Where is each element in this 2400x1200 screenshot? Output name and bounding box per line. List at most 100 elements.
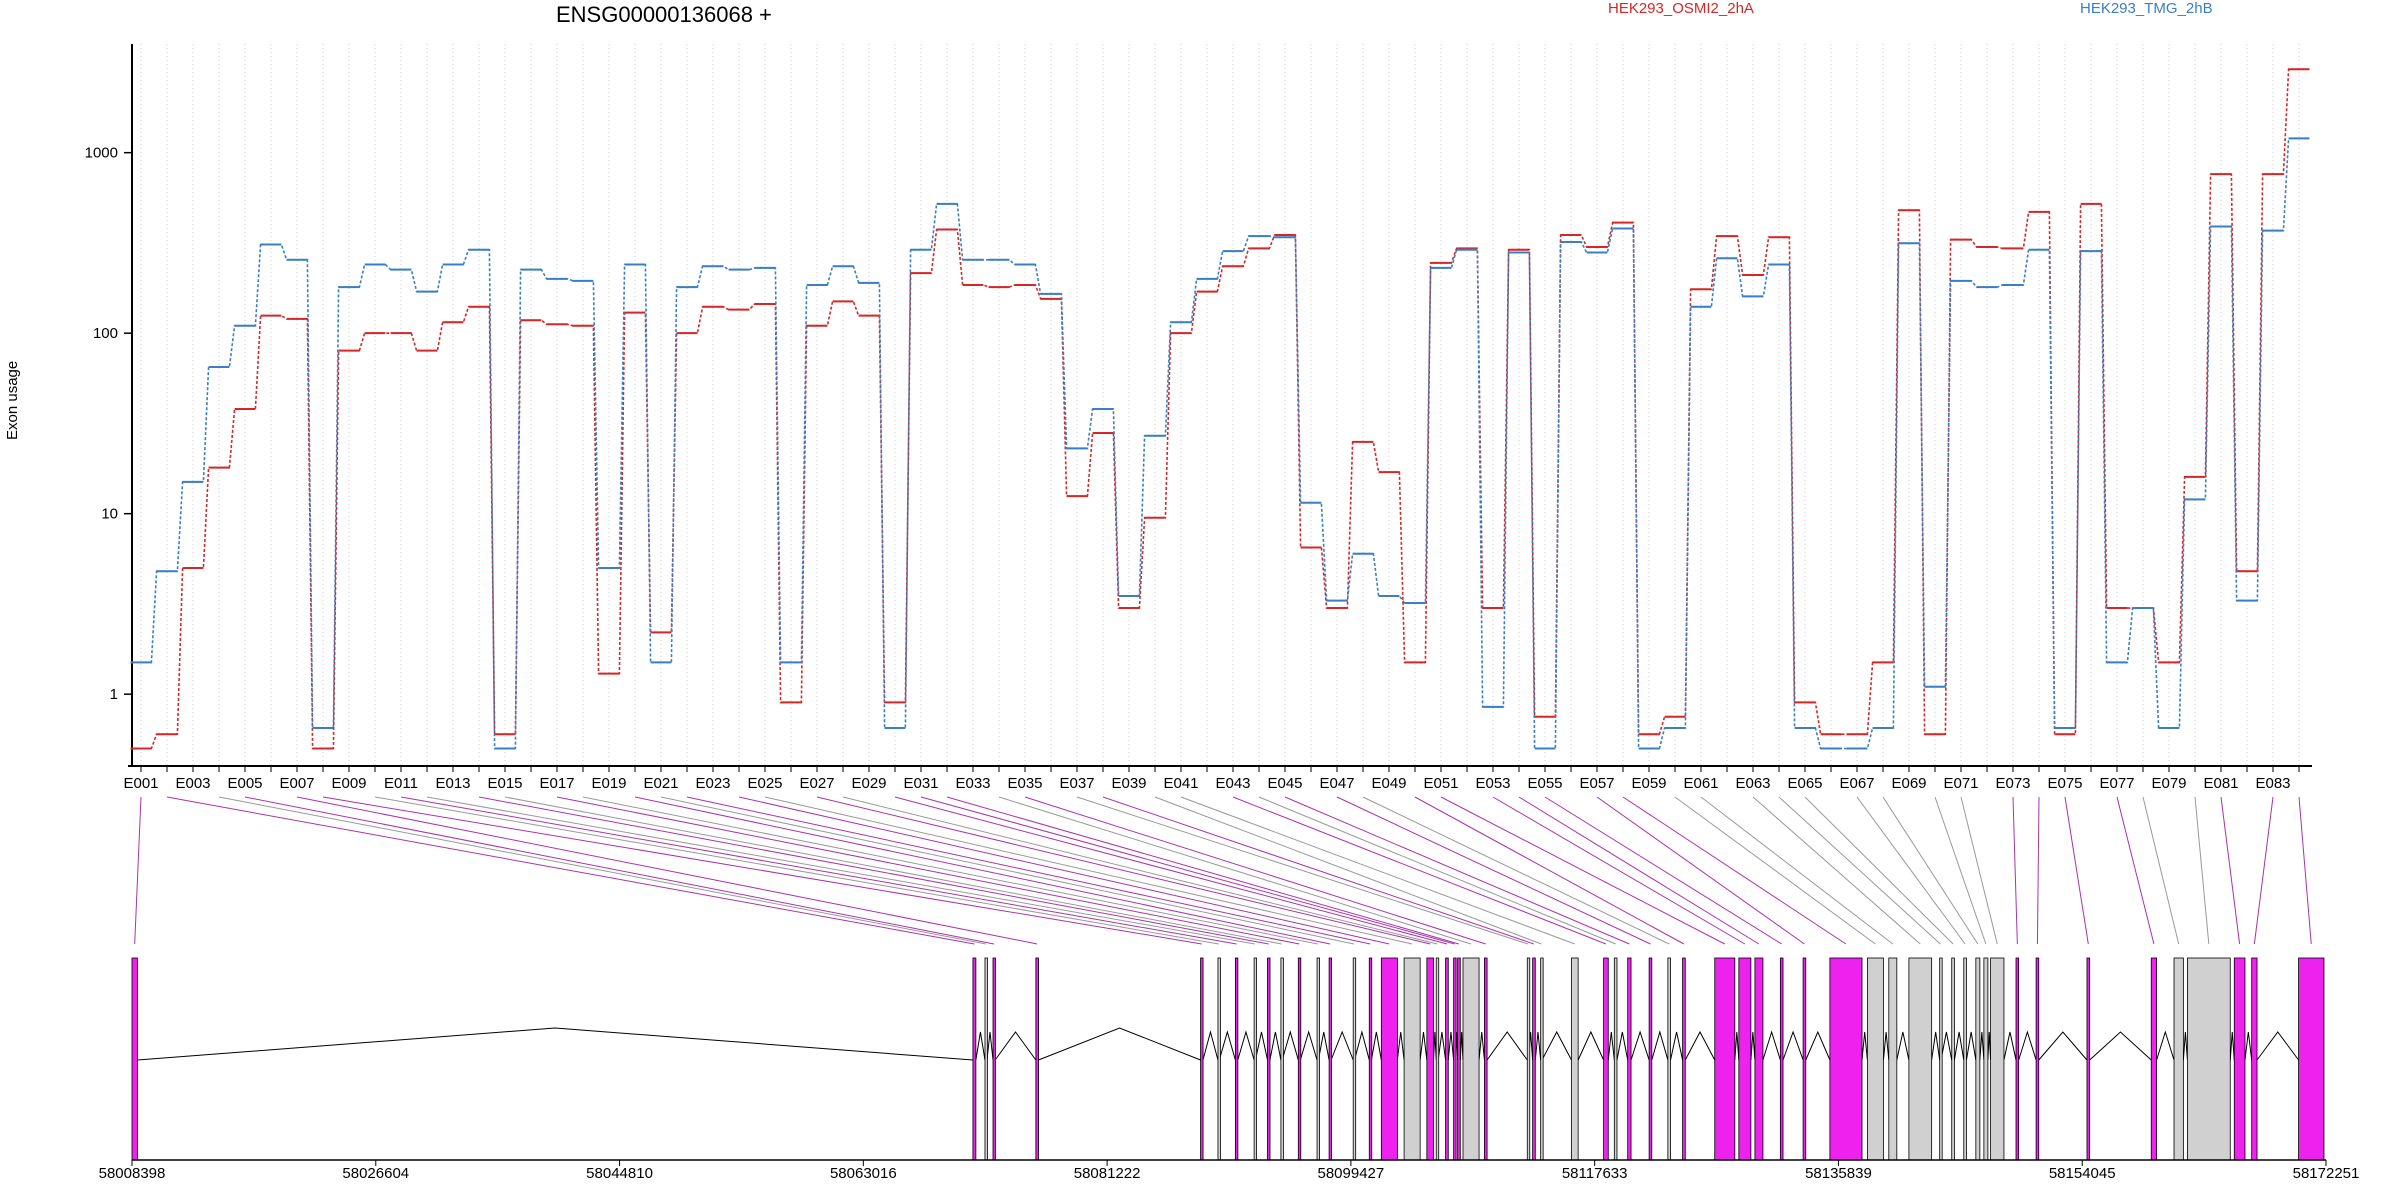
x-tick-label: E009: [331, 775, 366, 792]
x-tick-label: E025: [747, 775, 782, 792]
genomic-tick-label: 58026604: [342, 1165, 409, 1182]
intron-line: [975, 1031, 986, 1061]
exon-connector: [1232, 796, 1607, 945]
intron-line: [1616, 1031, 1629, 1061]
exon-connector: [1596, 796, 1805, 945]
x-tick-label: E027: [799, 775, 834, 792]
exon-connector: [998, 796, 1472, 945]
exon-connector: [1414, 796, 1685, 945]
intron-line: [1254, 1031, 1268, 1061]
intron-line: [1478, 1031, 1485, 1061]
intron-line: [1202, 1030, 1219, 1061]
intron-line: [2018, 1030, 2037, 1061]
exon-box: [1888, 957, 1898, 1161]
intron-line: [1447, 1031, 1455, 1061]
exon-box: [1316, 957, 1320, 1161]
exon-box: [1939, 957, 1943, 1161]
intron-line: [1486, 1031, 1528, 1061]
intron-line: [1931, 1031, 1941, 1061]
exon-connector: [946, 796, 1460, 945]
exon-box: [984, 957, 988, 1161]
exon-box: [1571, 957, 1579, 1161]
exon-box: [2086, 957, 2091, 1161]
exon-box: [131, 957, 138, 1161]
x-tick-label: E053: [1475, 775, 1510, 792]
x-tick-label: E039: [1111, 775, 1146, 792]
exon-box: [2035, 957, 2040, 1161]
genomic-tick-label: 58099427: [1318, 1165, 1385, 1182]
intron-line: [1541, 1030, 1572, 1061]
exon-connector: [166, 796, 975, 945]
intron-line: [2038, 1031, 2088, 1061]
exon-connector: [1518, 796, 1760, 945]
y-tick-label: 1: [110, 686, 118, 703]
exon-connector: [400, 796, 1237, 945]
genomic-tick-label: 58081222: [1074, 1165, 1141, 1182]
intron-line: [1218, 1030, 1236, 1061]
x-tick-label: E011: [384, 775, 418, 792]
x-tick-label: E021: [643, 775, 678, 792]
intron-line: [1762, 1030, 1781, 1061]
x-tick-label: E019: [591, 775, 626, 792]
exon-connector: [2012, 796, 2018, 945]
exon-box: [1328, 957, 1332, 1161]
exon-box: [1445, 957, 1449, 1161]
exon-box: [1540, 957, 1544, 1161]
exon-box: [1738, 957, 1752, 1161]
exon-connector: [634, 796, 1331, 945]
exon-connector: [322, 796, 1202, 945]
exon-box: [1648, 957, 1653, 1161]
intron-line: [1940, 1031, 1953, 1061]
genomic-tick-label: 58008398: [99, 1165, 166, 1182]
exon-connector: [686, 796, 1371, 945]
intron-line: [1419, 1031, 1428, 1061]
exon-box: [1754, 957, 1764, 1161]
intron-line: [1734, 1031, 1740, 1061]
exon-connector: [1258, 796, 1616, 945]
intron-line: [1317, 1031, 1330, 1061]
genomic-tick-label: 58154045: [2049, 1165, 2116, 1182]
x-tick-label: E057: [1579, 775, 1614, 792]
x-tick-label: E061: [1683, 775, 1718, 792]
x-tick-label: E051: [1423, 775, 1458, 792]
x-tick-label: E001: [123, 775, 158, 792]
x-tick-label: E003: [175, 775, 210, 792]
exon-connector: [296, 796, 1038, 945]
exon-connector: [1440, 796, 1726, 945]
exon-connector: [660, 796, 1354, 945]
series-line-2: [130, 137, 2310, 750]
x-tick-label: E067: [1839, 775, 1874, 792]
legend-series-2: HEK293_TMG_2hB: [2080, 0, 2213, 17]
exon-box: [1200, 957, 1204, 1161]
x-tick-label: E071: [1943, 775, 1978, 792]
genomic-tick-label: 58117633: [1562, 1165, 1628, 1182]
x-tick-label: E041: [1163, 775, 1198, 792]
exon-box: [1380, 957, 1398, 1161]
x-tick-label: E017: [539, 775, 574, 792]
exon-connector: [2142, 796, 2180, 945]
exon-connector: [478, 796, 1269, 945]
exon-connector: [1622, 796, 1847, 945]
exon-box: [1253, 957, 1258, 1161]
x-tick-label: E063: [1735, 775, 1770, 792]
intron-line: [1805, 1030, 1831, 1061]
intron-line: [1861, 1031, 1868, 1061]
exon-connector: [2253, 796, 2274, 945]
exon-box: [1990, 957, 2005, 1161]
exon-connector: [1856, 796, 1966, 945]
intron-line: [1987, 1031, 1992, 1061]
exon-box: [972, 957, 977, 1161]
intron-line: [1896, 1031, 1910, 1061]
intron-line: [2256, 1031, 2299, 1061]
x-tick-label: E037: [1059, 775, 1094, 792]
intron-line: [1750, 1031, 1756, 1061]
x-tick-label: E035: [1007, 775, 1042, 792]
exon-box: [992, 957, 996, 1161]
exon-box: [1352, 957, 1357, 1161]
exon-box: [1963, 957, 1967, 1161]
exon-connector: [764, 796, 1413, 945]
exon-connector: [1024, 796, 1486, 945]
intron-line: [1534, 1031, 1542, 1061]
exon-connector: [842, 796, 1438, 945]
intron-line: [2229, 1031, 2235, 1061]
